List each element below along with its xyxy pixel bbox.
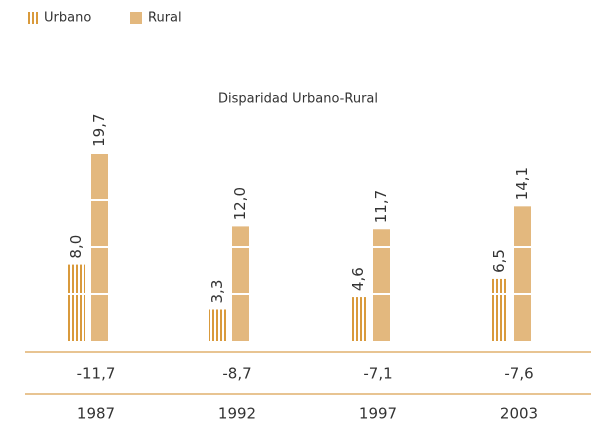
chart-title: Disparidad Urbano-Rural (218, 92, 378, 107)
x-tick-label: 1987 (77, 405, 115, 423)
bar (373, 229, 390, 341)
disparity-label: -7,6 (504, 365, 533, 383)
data-label: 4,6 (349, 267, 367, 291)
data-label: 14,1 (513, 167, 531, 200)
segment-gap (491, 293, 508, 295)
x-tick-label: 2003 (500, 405, 538, 423)
segment-gap (514, 246, 531, 248)
bar (209, 309, 226, 341)
data-label: 19,7 (90, 113, 108, 146)
segment-gap (91, 246, 108, 248)
segment-gap (232, 293, 249, 295)
disparity-label: -7,1 (363, 365, 392, 383)
data-label: 11,7 (372, 190, 390, 223)
bar (350, 297, 367, 341)
x-tick-label: 1992 (218, 405, 256, 423)
segment-gap (91, 199, 108, 201)
disparity-label: -8,7 (222, 365, 251, 383)
data-label: 6,5 (490, 249, 508, 273)
data-label: 8,0 (67, 235, 85, 259)
segment-gap (373, 246, 390, 248)
legend-label: Rural (148, 11, 182, 26)
segment-gap (91, 293, 108, 295)
legend-label: Urbano (44, 11, 91, 26)
bar (491, 278, 508, 341)
data-label: 12,0 (231, 187, 249, 220)
legend-swatch (130, 12, 142, 24)
segment-gap (91, 152, 108, 154)
disparity-label: -11,7 (77, 365, 116, 383)
segment-gap (373, 293, 390, 295)
segment-gap (68, 293, 85, 295)
bar (514, 206, 531, 341)
bar (68, 264, 85, 341)
x-tick-label: 1997 (359, 405, 397, 423)
segment-gap (514, 293, 531, 295)
legend-swatch (26, 12, 38, 24)
segment-gap (232, 246, 249, 248)
bar (232, 226, 249, 341)
data-label: 3,3 (208, 280, 226, 304)
